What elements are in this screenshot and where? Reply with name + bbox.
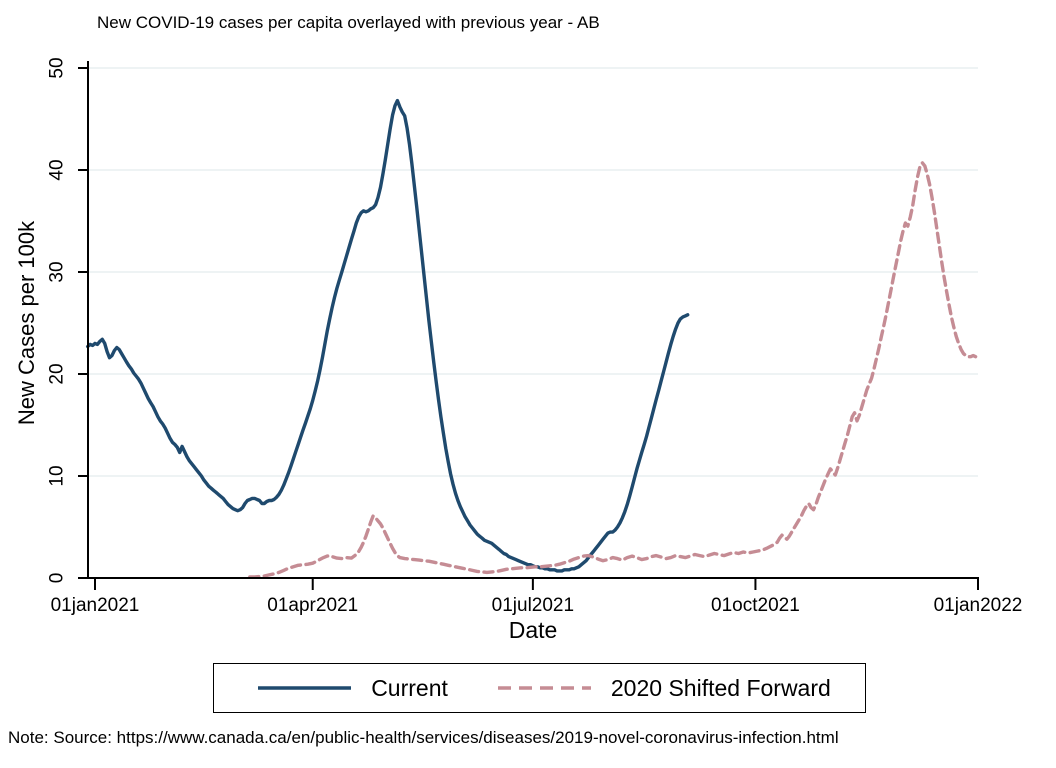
legend-current-line-sample: [258, 686, 352, 690]
y-tick-label: 0: [47, 573, 68, 584]
y-tick-label: 40: [47, 159, 68, 180]
x-tick-label: 01jul2021: [492, 595, 574, 616]
legend-shifted-line-sample: [497, 686, 591, 690]
shifted-forward-line: [248, 161, 978, 579]
current-line: [85, 98, 690, 573]
y-tick-label: 50: [47, 57, 68, 78]
x-tick-label: 01jan2021: [51, 595, 140, 616]
x-tick-label: 01jan2022: [934, 595, 1023, 616]
y-tick-label: 10: [47, 465, 68, 486]
x-tick-label: 01apr2021: [267, 595, 358, 616]
legend-shifted-label: 2020 Shifted Forward: [610, 674, 831, 701]
legend-current-label: Current: [371, 674, 448, 701]
chart-title: New COVID-19 cases per capita overlayed …: [97, 13, 600, 32]
x-axis-title: Date: [508, 617, 558, 643]
y-tick-label: 20: [47, 363, 68, 384]
x-tick-label: 01oct2021: [711, 595, 800, 616]
source-note: Note: Source: https://www.canada.ca/en/p…: [8, 728, 839, 747]
legend: Current 2020 Shifted Forward: [213, 663, 866, 713]
y-tick-label: 30: [47, 261, 68, 282]
